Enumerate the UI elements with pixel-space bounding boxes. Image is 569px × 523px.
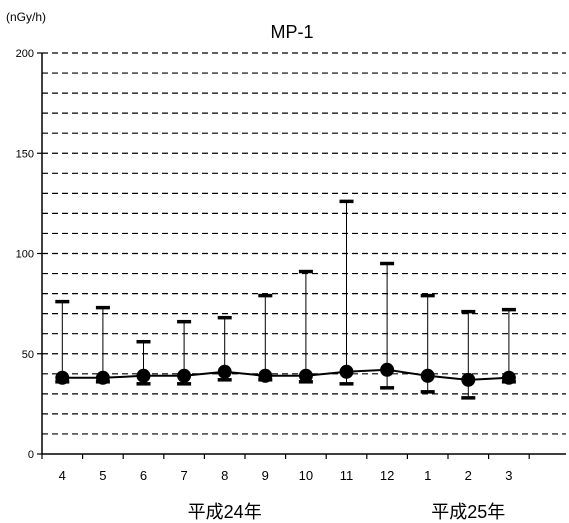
x-tick-label: 1 (424, 468, 431, 483)
x-tick-label: 6 (140, 468, 147, 483)
data-point (95, 370, 110, 385)
range-bars (55, 199, 516, 400)
x-tick-label: 11 (340, 468, 354, 483)
y-tick-label: 200 (16, 48, 34, 60)
x-ticks: 4 5 6 7 8 9 10 11 12 1 2 3 (41, 454, 530, 483)
year-label: 平成24年 (188, 502, 262, 522)
data-point (298, 368, 313, 383)
x-tick-label: 5 (99, 468, 106, 483)
data-point (501, 370, 516, 385)
data-point (420, 368, 435, 383)
year-label: 平成25年 (431, 502, 505, 522)
y-axis-label: (nGy/h) (6, 10, 46, 24)
data-point (55, 370, 70, 385)
y-tick-label: 150 (16, 148, 34, 160)
y-tick-label: 50 (22, 349, 34, 361)
x-tick-label: 12 (380, 468, 394, 483)
data-point (461, 372, 476, 387)
data-point (136, 368, 151, 383)
data-point (339, 364, 354, 379)
x-tick-label: 3 (505, 468, 512, 483)
x-tick-label: 7 (180, 468, 187, 483)
y-tick-label: 0 (28, 449, 34, 461)
mean-line (62, 368, 509, 381)
data-point (258, 368, 273, 383)
series-line (55, 362, 516, 387)
x-tick-label: 4 (59, 468, 66, 483)
x-tick-label: 2 (465, 468, 472, 483)
data-point (217, 364, 232, 379)
x-tick-label: 9 (262, 468, 269, 483)
data-point (380, 362, 395, 377)
x-tick-label: 10 (299, 468, 313, 483)
x-tick-label: 8 (221, 468, 228, 483)
chart-title: MP-1 (270, 22, 313, 42)
year-labels: 平成24年 平成25年 (188, 502, 506, 522)
y-tick-label: 100 (16, 249, 34, 261)
data-point (177, 368, 192, 383)
y-ticks: 0 50 100 150 200 (16, 48, 42, 461)
